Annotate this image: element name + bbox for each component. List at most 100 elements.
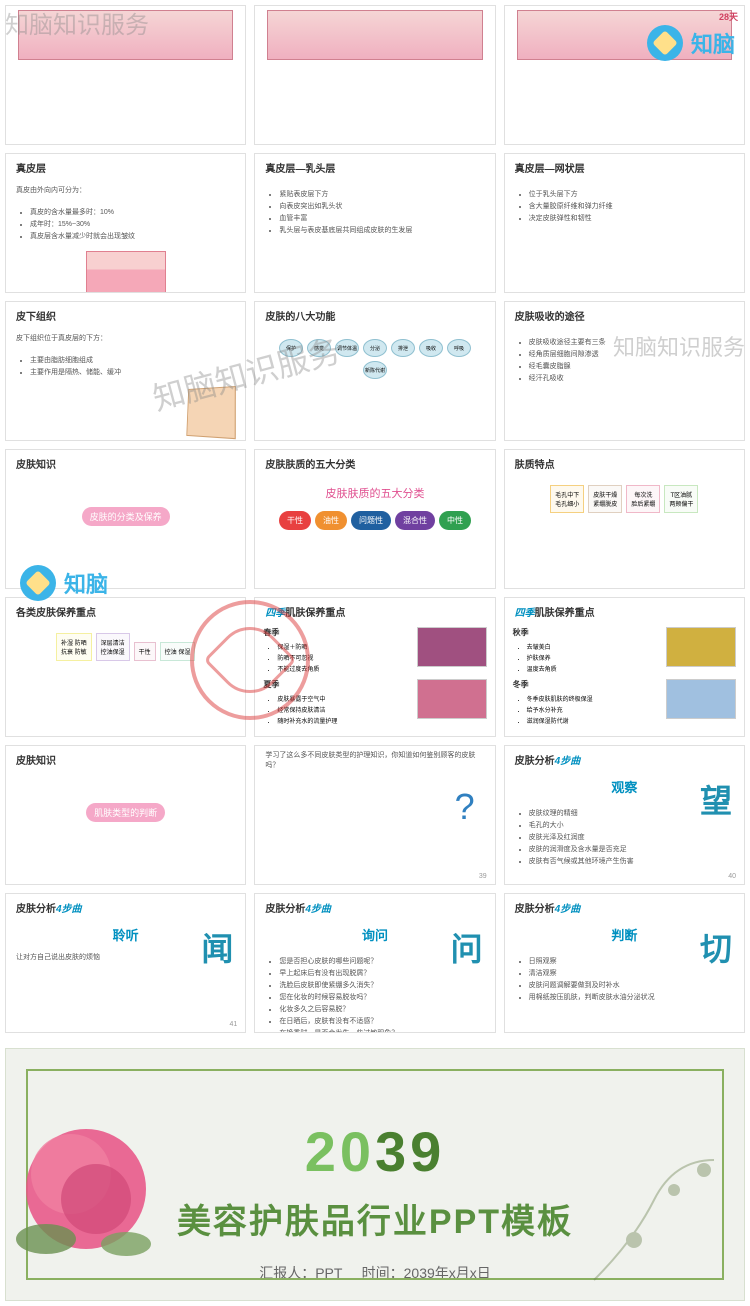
bullet-item: 紧贴表皮层下方 [279,189,484,199]
brand-icon [20,565,56,601]
bullet-item: 决定皮肤弹性和韧性 [529,213,734,223]
slide-title: 皮肤分析4步曲 [255,894,494,921]
slide-thumbnail[interactable]: 皮肤吸收的途径皮肤吸收途径主要有三条经角质层细胞间隙渗透经毛囊皮脂腺经汗孔吸收 [504,301,745,441]
slide-thumbnail[interactable]: 皮肤肤质的五大分类皮肤肤质的五大分类干性油性问题性混合性中性 [254,449,495,589]
question-icon: ? [455,786,475,828]
bullet-item: 含大量胶原纤维和弹力纤维 [529,201,734,211]
info-card: T区油腻两颊偏干 [664,485,698,513]
skin-cube-diagram [187,386,237,439]
bullet-item: 皮肤问题调解要做到及时补水 [529,980,734,990]
season-bullets: 去皱美白护肤保养温度去角质 [513,642,662,673]
bullet-item: 温度去角质 [527,664,662,673]
bullet-item: 真皮的含水量最多时：10% [30,207,235,217]
slide-grid: 28天真皮层真皮由外向内可分为：真皮的含水量最多时：10%成年时：15%~30%… [0,0,750,1038]
red-seal-stamp [190,600,310,720]
network-node: 呼吸 [447,339,471,357]
bullet-item: 血管丰富 [279,213,484,223]
slide-thumbnail[interactable]: 皮肤分析4步曲判断切日照观察清洁观察皮肤问题调解要做到及时补水用棉纸按压肌肤，判… [504,893,745,1033]
cover-slide[interactable]: 2039 美容护肤品行业PPT模板 汇报人：PPT 时间：2039年x月x日 [5,1048,745,1301]
slide-subtitle: 皮下组织位于真皮层的下方： [6,329,245,347]
network-node: 调节体温 [335,339,359,357]
bullet-item: 皮肤的润滑度及含水量是否充足 [529,844,734,854]
big-character: 切 [700,924,732,970]
brand-badge: 知脑 [20,565,108,601]
section-label: 皮肤的分类及保养 [82,507,170,526]
slide-title: 肤质特点 [505,450,744,477]
bullet-item: 化妆多久之后容易脱？ [279,1004,484,1014]
page-number: 41 [230,1021,238,1028]
pill-row: 干性油性问题性混合性中性 [255,511,494,530]
bullet-item: 皮肤吸收途径主要有三条 [529,337,734,347]
bullet-item: 乳头层与表皮基底层共同组成皮肤的生发层 [279,225,484,235]
slide-thumbnail[interactable]: 四季肌肤保养重点秋季去皱美白护肤保养温度去角质冬季冬季皮肤肌肤的终极保湿给予水分… [504,597,745,737]
network-node: 感觉 [307,339,331,357]
brand-name: 知脑 [691,27,735,59]
slide-title: 皮肤分析4步曲 [505,894,744,921]
slide-thumbnail[interactable]: 皮下组织皮下组织位于真皮层的下方： 主要由脂肪细胞组成主要作用是隔热、储能、缓冲 [5,301,246,441]
page-number: 40 [728,873,736,880]
slide-thumbnail[interactable]: 皮肤分析4步曲观察望皮肤纹理的精细毛孔的大小皮肤光泽及红润度皮肤的润滑度及含水量… [504,745,745,885]
network-node: 新陈代谢 [363,361,387,379]
bullet-item: 主要由脂肪细胞组成 [30,355,235,365]
brand-name: 知脑 [64,567,108,599]
pills-title: 皮肤肤质的五大分类 [255,485,494,501]
bullet-item: 经汗孔吸收 [529,373,734,383]
slide-title: 皮肤知识 [6,450,245,477]
slide-thumbnail[interactable]: 肤质特点毛孔中下毛孔细小皮肤干燥紧绷脱皮每次洗脸后紧绷T区油腻两颊偏干 [504,449,745,589]
bullet-item: 冬季皮肤肌肤的终极保湿 [527,694,662,703]
big-character: 问 [451,924,483,970]
slide-thumbnail[interactable] [5,5,246,145]
network-diagram: 保护感觉调节体温分泌排泄吸收呼吸新陈代谢 [255,329,494,389]
info-card: 皮肤干燥紧绷脱皮 [588,485,622,513]
skin-layer-diagram [267,10,482,60]
slide-thumbnail[interactable]: 皮肤知识肌肤类型的判断 [5,745,246,885]
slide-title: 皮肤肤质的五大分类 [255,450,494,477]
skin-type-pill: 干性 [279,511,311,530]
bullet-item: 用棉纸按压肌肤，判断皮肤水油分泌状况 [529,992,734,1002]
bullet-item: 护肤保养 [527,653,662,662]
slide-title: 皮下组织 [6,302,245,329]
skin-layer-diagram [18,10,233,60]
bullet-item: 在换季时，是否会发生一些过敏现象？ [279,1028,484,1033]
slide-thumbnail[interactable]: 皮肤分析4步曲询问问您是否担心皮肤的哪些问题呢？早上起床后有没有出现脱屑？洗脸后… [254,893,495,1033]
network-node: 保护 [279,339,303,357]
slide-thumbnail[interactable]: 真皮层—乳头层紧贴表皮层下方向表皮突出如乳头状血管丰富乳头层与表皮基底层共同组成… [254,153,495,293]
bullet-item: 去皱美白 [527,642,662,651]
big-character: 望 [700,776,732,822]
season-image [417,627,487,667]
info-card: 补湿 防晒抗衰 防敏 [56,633,92,661]
bullet-list: 位于乳头层下方含大量胶原纤维和弹力纤维决定皮肤弹性和韧性 [515,189,734,223]
bullet-item: 主要作用是隔热、储能、缓冲 [30,367,235,377]
slide-title: 真皮层—网状层 [505,154,744,181]
brand-icon [647,25,683,61]
info-card: 深层清洁控油保湿 [96,633,130,661]
slide-title: 皮肤吸收的途径 [505,302,744,329]
slide-thumbnail[interactable]: 学习了这么多不同皮肤类型的护理知识，你知道如何鉴别顾客的皮肤吗？?39 [254,745,495,885]
slide-body: 学习了这么多不同皮肤类型的护理知识，你知道如何鉴别顾客的皮肤吗？ [255,746,494,774]
slide-title: 皮肤知识 [6,746,245,773]
slide-title: 真皮层—乳头层 [255,154,494,181]
season-image [417,679,487,719]
slide-thumbnail[interactable]: 真皮层—网状层位于乳头层下方含大量胶原纤维和弹力纤维决定皮肤弹性和韧性 [504,153,745,293]
section-label: 肌肤类型的判断 [86,803,165,822]
skin-type-pill: 中性 [439,511,471,530]
slide-thumbnail[interactable] [254,5,495,145]
bullet-list: 紧贴表皮层下方向表皮突出如乳头状血管丰富乳头层与表皮基底层共同组成皮肤的生发层 [265,189,484,235]
big-character: 闻 [201,924,233,970]
bullet-item: 成年时：15%~30% [30,219,235,229]
rose-flower-icon [5,1089,186,1289]
bullet-item: 给予水分补充 [527,705,662,714]
skin-type-pill: 问题性 [351,511,391,530]
bullet-item: 经角质层细胞间隙渗透 [529,349,734,359]
network-node: 排泄 [391,339,415,357]
card-grid: 毛孔中下毛孔细小皮肤干燥紧绷脱皮每次洗脸后紧绷T区油腻两颊偏干 [505,477,744,521]
bullet-list: 皮肤吸收途径主要有三条经角质层细胞间隙渗透经毛囊皮脂腺经汗孔吸收 [515,337,734,383]
season-name: 秋季 [513,627,662,638]
network-node: 吸收 [419,339,443,357]
slide-thumbnail[interactable]: 真皮层真皮由外向内可分为：真皮的含水量最多时：10%成年时：15%~30%真皮层… [5,153,246,293]
bullet-item: 洗脸后皮肤即使紧绷多久消失？ [279,980,484,990]
slide-thumbnail[interactable]: 皮肤的八大功能保护感觉调节体温分泌排泄吸收呼吸新陈代谢 [254,301,495,441]
bullet-item: 您在化妆的时候容易脱妆吗？ [279,992,484,1002]
slide-thumbnail[interactable]: 皮肤分析4步曲聆听闻让对方自己说出皮肤的烦恼41 [5,893,246,1033]
bullet-item: 随时补充水的流量护理 [277,716,412,725]
